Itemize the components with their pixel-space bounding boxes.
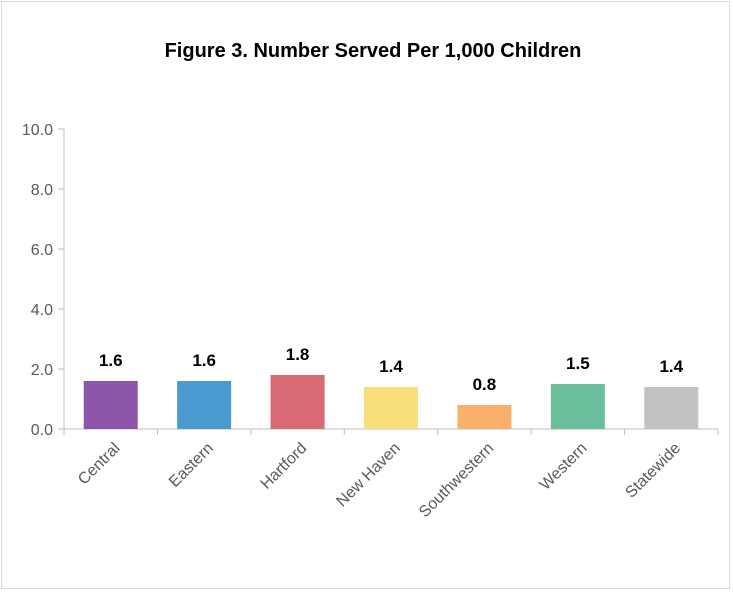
data-label: 1.5 [566, 354, 590, 373]
bar-southwestern [457, 405, 512, 429]
bar-central [83, 381, 138, 429]
y-tick-label: 8.0 [31, 182, 53, 199]
x-tick-label: Statewide [622, 440, 684, 502]
bar-new-haven [364, 387, 418, 429]
data-label: 1.6 [192, 351, 216, 370]
x-tick-label: New Haven [333, 440, 404, 511]
bar-statewide [644, 387, 699, 429]
x-tick-label: Central [75, 440, 123, 488]
data-label: 1.6 [99, 351, 123, 370]
y-tick-label: 6.0 [31, 242, 53, 259]
data-label: 1.4 [379, 357, 403, 376]
y-tick-label: 10.0 [22, 122, 53, 139]
data-label: 1.4 [659, 357, 683, 376]
axes: 0.0 2.0 4.0 6.0 8.0 10.0 [22, 122, 719, 439]
x-tick-label: Southwestern [416, 440, 497, 521]
x-tick-label: Western [537, 440, 591, 494]
y-tick-label: 4.0 [31, 302, 53, 319]
x-tick-label: Hartford [258, 440, 311, 493]
x-tick-label: Eastern [166, 440, 217, 491]
chart-title: Figure 3. Number Served Per 1,000 Childr… [165, 40, 582, 62]
data-label: 1.8 [286, 345, 310, 364]
bar-hartford [270, 375, 325, 429]
data-label: 0.8 [473, 375, 497, 394]
y-tick-label: 2.0 [31, 362, 53, 379]
labels: 1.6 Central 1.6 Eastern 1.8 Hartford 1.4 New Ha… [75, 345, 684, 521]
bar-western [550, 384, 605, 429]
y-tick-label: 0.0 [31, 422, 53, 439]
bars [83, 375, 699, 429]
bar-eastern [177, 381, 232, 429]
